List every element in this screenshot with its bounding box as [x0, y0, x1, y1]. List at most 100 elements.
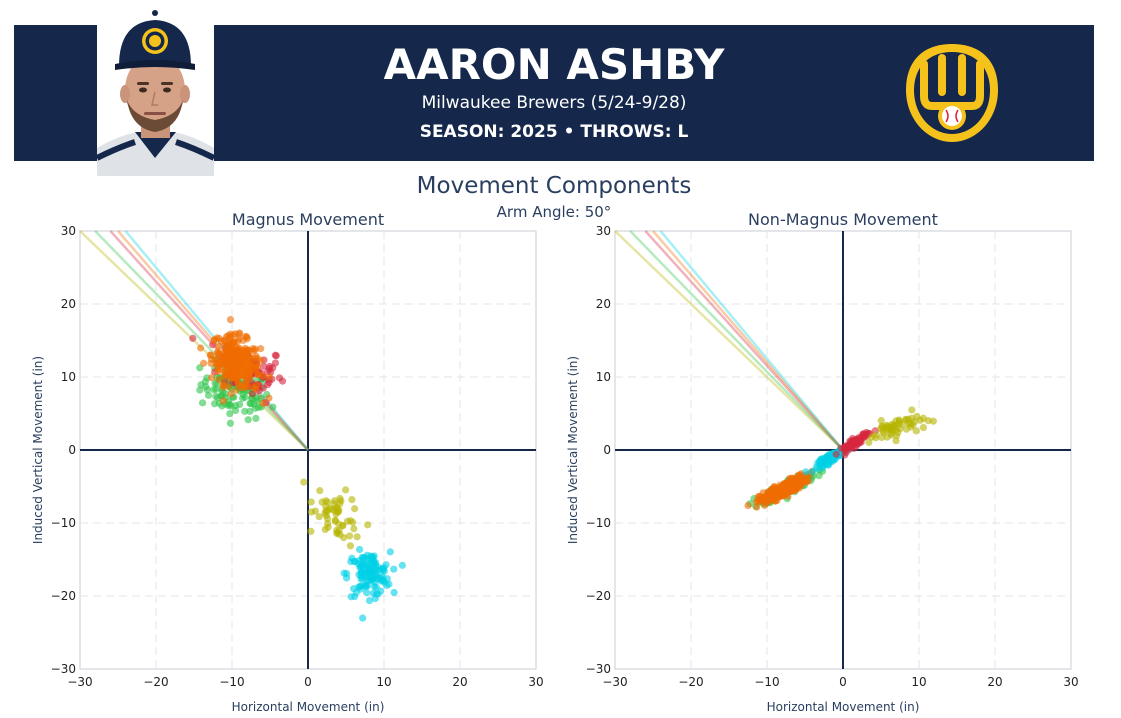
changeup-pitch-point — [364, 521, 372, 529]
y-tick-label: 20 — [596, 297, 611, 311]
slider-pitch-point — [370, 552, 378, 560]
slider-pitch-point — [372, 590, 380, 598]
chart-title: Movement Components — [416, 173, 692, 199]
changeup-pitch-point — [894, 428, 902, 437]
slider-pitch-point — [398, 561, 406, 569]
changeup-pitch-point — [348, 495, 356, 504]
cutter-pitch-point — [202, 383, 210, 391]
sinker-pitch-point — [795, 478, 804, 486]
changeup-pitch-point — [331, 516, 339, 524]
x-tick-label: 0 — [839, 675, 847, 689]
slider-pitch-point — [386, 548, 394, 556]
non-magnus-panel: −30−30 −20 −20 −10 −10 0 0 10 10 20 20 30 30 Non-Magn… — [566, 210, 1079, 714]
sinker-pitch-point — [241, 344, 249, 352]
cutter-pitch-point — [241, 407, 249, 415]
sinker-pitch-point — [227, 390, 235, 398]
slider-pitch-point — [362, 581, 370, 589]
slider-pitch-point — [368, 568, 377, 576]
slider-pitch-point — [802, 468, 810, 476]
fastball-pitch-point — [840, 446, 848, 454]
arm-angle-line — [644, 230, 844, 451]
changeup-pitch-point — [324, 520, 332, 528]
sinker-pitch-point — [803, 478, 811, 486]
sinker-pitch-point — [763, 493, 772, 502]
sinker-pitch-point — [208, 374, 216, 382]
cutter-pitch-point — [241, 393, 249, 401]
cutter-pitch-point — [235, 400, 244, 409]
slider-pitch-point — [390, 588, 398, 597]
slider-pitch-point — [825, 457, 833, 465]
sinker-pitch-point — [215, 342, 223, 350]
sinker-pitch-point — [213, 348, 222, 356]
y-tick-label: −30 — [51, 662, 76, 676]
x-tick-label: 20 — [987, 675, 1002, 689]
changeup-pitch-point — [318, 498, 326, 506]
changeup-pitch-point — [346, 542, 355, 550]
slider-pitch-point — [390, 565, 398, 573]
slider-pitch-point — [362, 572, 370, 580]
fastball-pitch-point — [859, 430, 867, 438]
magnus-panel: −30−30 −20 −20 −10 −10 0 0 10 10 20 20 30 30 Magnus M… — [31, 210, 544, 714]
y-tick-label: −20 — [51, 589, 76, 603]
cutter-pitch-point — [204, 391, 213, 399]
changeup-pitch-point — [887, 431, 895, 439]
changeup-pitch-point — [904, 415, 912, 423]
sinker-pitch-point — [753, 503, 761, 511]
sinker-pitch-point — [233, 368, 241, 376]
slider-pitch-point — [365, 597, 374, 605]
sinker-pitch-point — [224, 340, 232, 349]
sinker-pitch-point — [254, 362, 262, 370]
player-headshot — [97, 8, 214, 176]
y-tick-label: 30 — [596, 224, 611, 238]
changeup-pitch-point — [321, 509, 329, 517]
changeup-pitch-point — [351, 505, 359, 513]
changeup-pitch-point — [865, 438, 873, 446]
cutter-pitch-point — [269, 403, 277, 411]
x-tick-label: −10 — [219, 675, 244, 689]
sinker-pitch-point — [771, 490, 780, 498]
x-tick-label: 20 — [452, 675, 467, 689]
changeup-pitch-point — [892, 422, 900, 430]
cutter-pitch-point — [254, 403, 263, 412]
sinker-pitch-point — [229, 351, 237, 359]
sinker-pitch-point — [744, 501, 752, 510]
x-tick-label: −30 — [67, 675, 92, 689]
y-tick-label: 0 — [603, 443, 611, 457]
y-tick-label: 0 — [68, 443, 76, 457]
changeup-pitch-point — [326, 504, 334, 513]
sinker-pitch-point — [259, 399, 267, 407]
brewers-logo-icon — [902, 40, 1002, 146]
cutter-pitch-point — [221, 390, 230, 398]
sinker-pitch-point — [756, 495, 764, 504]
cutter-pitch-point — [198, 399, 207, 407]
changeup-pitch-point — [350, 525, 358, 533]
fastball-pitch-point — [849, 441, 857, 449]
fastball-pitch-point — [260, 362, 268, 370]
x-tick-label: 30 — [528, 675, 543, 689]
changeup-pitch-point — [912, 427, 920, 435]
sinker-pitch-point — [789, 480, 797, 488]
sinker-pitch-point — [257, 345, 265, 353]
x-tick-label: 30 — [1063, 675, 1078, 689]
cutter-pitch-point — [246, 407, 254, 415]
chart-subtitle: Arm Angle: 50° — [496, 203, 612, 221]
sinker-pitch-point — [206, 351, 214, 359]
arm-angle-line — [652, 230, 844, 451]
changeup-pitch-point — [919, 423, 928, 432]
slider-pitch-point — [383, 575, 391, 583]
cutter-pitch-point — [196, 386, 204, 394]
player-name: AARON ASHBY — [383, 40, 725, 89]
changeup-pitch-point — [300, 478, 308, 486]
sinker-pitch-point — [214, 368, 222, 376]
season-throws: SEASON: 2025 • THROWS: L — [419, 122, 689, 142]
changeup-pitch-point — [315, 513, 323, 521]
x-tick-label: 10 — [376, 675, 391, 689]
sinker-pitch-point — [219, 397, 227, 405]
sinker-pitch-point — [254, 370, 262, 378]
cutter-pitch-point — [244, 416, 252, 424]
y-tick-label: −20 — [586, 589, 611, 603]
sinker-pitch-point — [197, 344, 205, 352]
slider-pitch-point — [342, 574, 351, 582]
slider-pitch-point — [359, 614, 367, 622]
